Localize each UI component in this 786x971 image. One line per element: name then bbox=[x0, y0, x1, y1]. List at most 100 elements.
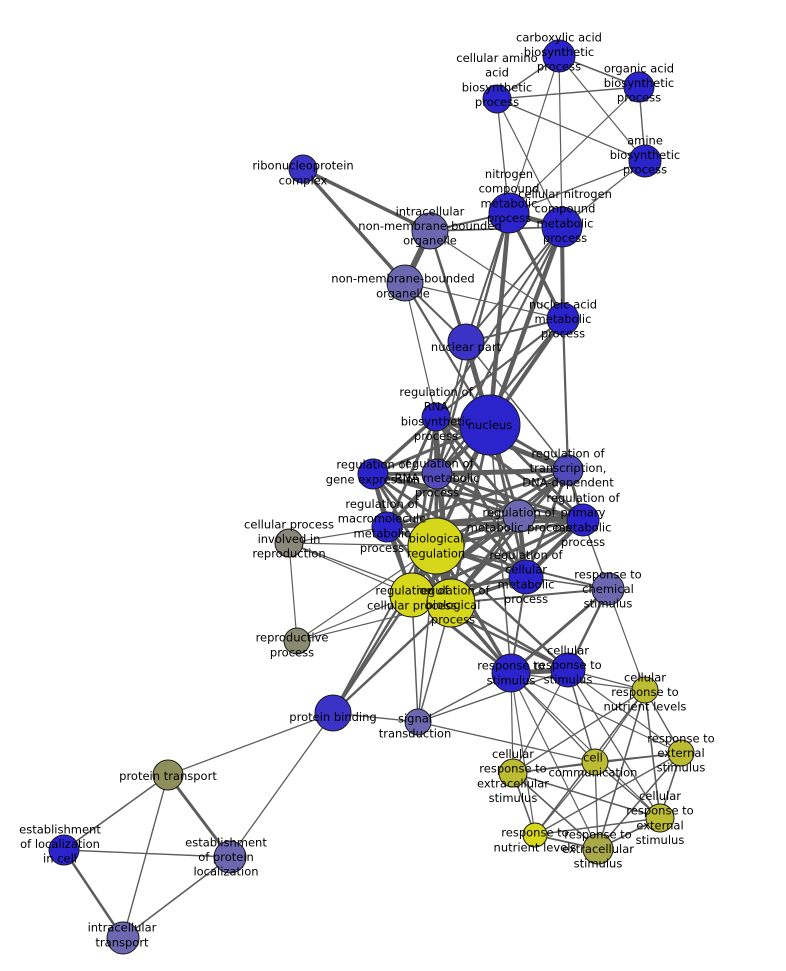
graph-edge bbox=[607, 588, 646, 691]
graph-edge bbox=[508, 86, 640, 214]
graph-edge bbox=[371, 468, 570, 476]
graph-edge bbox=[434, 317, 565, 419]
graph-node[interactable] bbox=[591, 572, 625, 606]
graph-edge bbox=[534, 752, 682, 836]
graph-edge bbox=[597, 689, 646, 850]
graph-node[interactable] bbox=[152, 759, 184, 791]
graph-node[interactable] bbox=[482, 84, 512, 114]
nodes-layer bbox=[48, 39, 695, 955]
graph-node[interactable] bbox=[566, 503, 600, 537]
graph-edge bbox=[429, 226, 563, 232]
graph-edge bbox=[167, 712, 334, 776]
graph-edge bbox=[434, 415, 521, 518]
graph-node[interactable] bbox=[213, 840, 247, 874]
graph-edge bbox=[496, 98, 563, 228]
graph-node[interactable] bbox=[631, 676, 659, 704]
graph-edge bbox=[63, 774, 169, 851]
graph-node[interactable] bbox=[357, 458, 389, 490]
graph-edge bbox=[436, 341, 467, 475]
graph-node[interactable] bbox=[546, 302, 580, 336]
graph-edge bbox=[512, 772, 661, 819]
graph-edge bbox=[288, 542, 298, 642]
graph-edge bbox=[301, 167, 407, 285]
graph-node[interactable] bbox=[288, 154, 318, 184]
graph-edge bbox=[331, 593, 414, 715]
graph-edge bbox=[510, 672, 661, 819]
graph-edge bbox=[450, 588, 609, 604]
graph-edge bbox=[512, 772, 599, 850]
graph-node[interactable] bbox=[552, 454, 584, 486]
graph-edge bbox=[496, 98, 646, 162]
graph-node[interactable] bbox=[491, 653, 531, 693]
graph-node[interactable] bbox=[667, 739, 695, 767]
graph-edge bbox=[509, 587, 610, 675]
graph-edge bbox=[417, 669, 569, 723]
graph-edge bbox=[404, 282, 564, 320]
graph-node[interactable] bbox=[623, 71, 655, 103]
graph-node[interactable] bbox=[581, 748, 609, 776]
graph-edge bbox=[404, 282, 437, 418]
graph-node[interactable] bbox=[628, 144, 662, 178]
graph-edge bbox=[524, 468, 570, 579]
graph-edge bbox=[496, 86, 640, 100]
graph-edge bbox=[301, 167, 432, 233]
graph-edge bbox=[644, 689, 661, 819]
graph-edge bbox=[417, 545, 437, 723]
graph-node[interactable] bbox=[426, 578, 476, 628]
graph-node[interactable] bbox=[508, 559, 544, 595]
graph-node[interactable] bbox=[488, 192, 530, 234]
graph-edge bbox=[465, 341, 569, 471]
graph-edge bbox=[508, 160, 646, 214]
graph-edge bbox=[508, 55, 560, 214]
graph-node[interactable] bbox=[502, 499, 536, 533]
graph-edge bbox=[558, 55, 563, 228]
graph-edge bbox=[487, 210, 512, 428]
graph-node[interactable] bbox=[459, 394, 521, 456]
graph-edge bbox=[449, 518, 585, 605]
graph-edge bbox=[434, 415, 585, 522]
graph-edge bbox=[63, 849, 231, 858]
graph-edge bbox=[434, 544, 570, 672]
graph-node[interactable] bbox=[421, 402, 451, 432]
graph-node[interactable] bbox=[283, 627, 311, 655]
graph-node[interactable] bbox=[314, 694, 352, 732]
graph-edge bbox=[122, 856, 231, 939]
graph-edge bbox=[510, 672, 599, 850]
graph-edge bbox=[534, 761, 596, 836]
graph-edge bbox=[510, 672, 596, 763]
graph-node[interactable] bbox=[106, 921, 140, 955]
graph-node[interactable] bbox=[542, 39, 576, 73]
graph-edge bbox=[534, 817, 661, 836]
graph-edge bbox=[371, 472, 585, 522]
graph-node[interactable] bbox=[541, 206, 583, 248]
graph-node[interactable] bbox=[48, 834, 80, 866]
graph-node[interactable] bbox=[421, 458, 453, 490]
graph-node[interactable] bbox=[386, 264, 424, 302]
graph-edge bbox=[417, 721, 596, 763]
graph-edge bbox=[465, 226, 563, 343]
graph-node[interactable] bbox=[582, 833, 614, 865]
graph-edge bbox=[510, 672, 682, 754]
graph-node[interactable] bbox=[404, 708, 432, 736]
graph-node[interactable] bbox=[411, 212, 449, 250]
graph-edge bbox=[435, 226, 563, 418]
graph-node[interactable] bbox=[645, 803, 675, 833]
graph-node[interactable] bbox=[522, 822, 548, 848]
graph-node[interactable] bbox=[371, 511, 403, 543]
graph-node[interactable] bbox=[550, 652, 586, 688]
graph-edge bbox=[371, 472, 521, 518]
graph-node[interactable] bbox=[447, 323, 485, 361]
graph-edge bbox=[385, 468, 570, 529]
edges-layer bbox=[62, 55, 682, 940]
graph-node[interactable] bbox=[274, 528, 304, 558]
graph-node[interactable] bbox=[389, 572, 435, 618]
labels-layer: carboxylic acid biosynthetic process organi… bbox=[19, 30, 715, 949]
graph-edge bbox=[332, 424, 491, 714]
graph-edge bbox=[429, 230, 564, 320]
graph-node[interactable] bbox=[498, 758, 528, 788]
graph-node[interactable] bbox=[407, 517, 465, 575]
graph-edge bbox=[512, 689, 646, 774]
graph-edge bbox=[331, 601, 453, 715]
